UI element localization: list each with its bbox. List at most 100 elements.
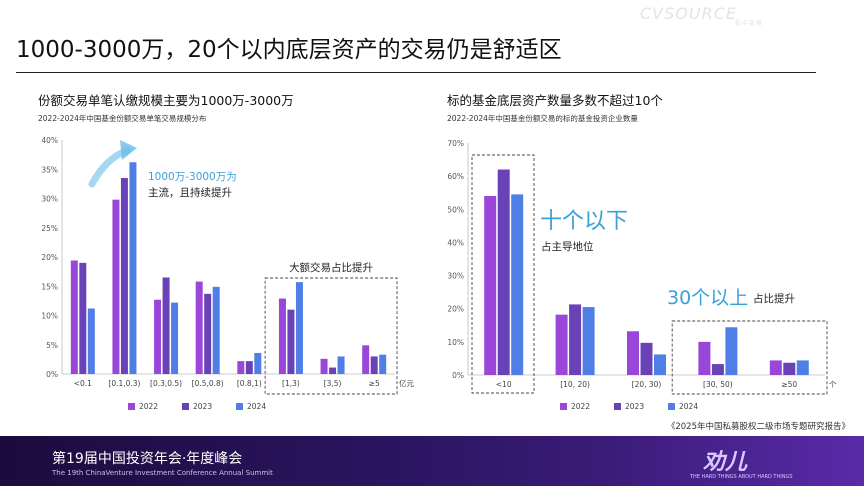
bar-2022: [698, 341, 711, 375]
bar-2024: [337, 356, 345, 374]
bar-2022: [555, 314, 568, 375]
highlight-box: [264, 277, 398, 395]
event-logo-sub: THE HARD THINGS ABOUT HARD THINGS: [690, 474, 793, 480]
y-tick-label: 0%: [452, 371, 464, 380]
y-tick-label: 25%: [41, 224, 58, 233]
annotation-main: 1000万-3000万为: [148, 171, 237, 183]
x-tick-label: [10, 20): [560, 380, 590, 389]
watermark: CVSOURCE: [640, 4, 737, 23]
legend-label-2023: 2023: [625, 402, 644, 411]
x-tick-label: [0.5,0.8): [192, 379, 224, 388]
legend-label-2024: 2024: [679, 402, 698, 411]
legend-label-2024: 2024: [247, 402, 266, 411]
legend-label-2023: 2023: [193, 402, 212, 411]
right-chart-subtitle: 标的基金底层资产数量多数不超过10个: [447, 93, 663, 108]
y-tick-label: 40%: [41, 136, 58, 145]
left-chart-title: 2022-2024年中国基金份额交易单笔交易规模分布: [38, 114, 207, 123]
x-unit-label: 个: [829, 380, 837, 389]
bar-2024: [212, 286, 220, 374]
annotation-box: 大额交易占比提升: [289, 261, 373, 274]
legend-swatch-2022: [560, 403, 567, 410]
legend-swatch-2022: [128, 403, 135, 410]
x-tick-label: ≥50: [781, 380, 797, 389]
highlight-box-right: [671, 320, 828, 395]
bar-2023: [783, 362, 796, 375]
highlight-box-left: [471, 154, 535, 394]
y-tick-label: 30%: [447, 272, 464, 281]
bar-2024: [511, 194, 524, 375]
source-note: 《2025年中国私募股权二级市场专题研究报告》: [666, 422, 850, 432]
legend-swatch-2023: [182, 403, 189, 410]
y-tick-label: 70%: [447, 139, 464, 148]
bar-2023: [287, 309, 295, 374]
bar-2022: [769, 360, 782, 375]
footer-subtitle: The 19th ChinaVenture Investment Confere…: [52, 469, 273, 477]
bar-2023: [245, 361, 253, 374]
bar-2022: [70, 260, 78, 374]
x-tick-label: [30, 50): [703, 380, 733, 389]
bar-2023: [204, 293, 212, 374]
bar-2022: [484, 196, 497, 375]
annotation-main-2: 主流，且持续提升: [148, 186, 232, 199]
bar-2022: [627, 331, 639, 375]
title-divider: [16, 72, 816, 73]
bar-2022: [195, 281, 203, 374]
y-tick-label: 10%: [41, 312, 58, 321]
bar-2023: [497, 169, 510, 375]
y-tick-label: 0%: [46, 370, 58, 379]
x-tick-label: [3,5): [324, 379, 342, 388]
bar-2024: [87, 308, 95, 374]
trend-arrow-head-icon: [120, 140, 137, 160]
y-tick-label: 20%: [41, 253, 58, 262]
annotation-box: 30个以上: [667, 287, 748, 309]
y-tick-label: 15%: [41, 282, 58, 291]
bar-2024: [654, 354, 666, 375]
y-tick-label: 40%: [447, 238, 464, 247]
legend-label-2022: 2022: [571, 402, 590, 411]
y-tick-label: 10%: [447, 338, 464, 347]
footer-banner: [0, 436, 864, 486]
annotation-main-sub: 占主导地位: [541, 240, 594, 253]
right-bar-chart: 0% 10% 20% 30% 40% 50% 60% 70% <10 [10, 20) [20, 3…: [447, 139, 837, 411]
x-tick-label: ≥5: [369, 379, 380, 388]
page-title: 1000-3000万，20个以内底层资产的交易仍是舒适区: [16, 37, 562, 63]
y-tick-label: 35%: [41, 165, 58, 174]
x-unit-label: 亿元: [399, 378, 414, 388]
watermark-sub: 投中数据: [735, 20, 764, 27]
bar-2024: [796, 360, 809, 375]
bar-2023: [329, 367, 337, 374]
x-tick-label: [0.8,1): [237, 379, 262, 388]
bar-2022: [154, 299, 162, 374]
bar-2024: [379, 354, 387, 374]
legend-swatch-2024: [668, 403, 675, 410]
y-tick-label: 5%: [46, 341, 58, 350]
right-chart-title: 2022-2024年中国基金份额交易的标的基金投资企业数量: [447, 114, 638, 123]
bar-2024: [582, 307, 595, 375]
bar-2023: [162, 277, 170, 374]
bar-2024: [254, 352, 262, 374]
footer-title: 第19届中国投资年会·年度峰会: [52, 451, 243, 467]
bar-2023: [569, 304, 582, 375]
y-tick-label: 30%: [41, 195, 58, 204]
y-tick-label: 20%: [447, 305, 464, 314]
y-tick-label: 60%: [447, 172, 464, 181]
bar-2023: [640, 342, 653, 375]
y-tick-label: 50%: [447, 205, 464, 214]
bar-2024: [129, 162, 137, 374]
x-tick-label: [1,3): [282, 379, 300, 388]
annotation-main: 十个以下: [540, 209, 628, 234]
bar-2023: [711, 364, 724, 375]
bar-2022: [362, 345, 370, 374]
x-tick-label: <10: [496, 380, 512, 389]
bar-2024: [295, 282, 303, 374]
x-tick-label: <0.1: [74, 379, 92, 388]
bar-2022: [320, 358, 328, 374]
legend-swatch-2024: [236, 403, 243, 410]
left-chart-subtitle: 份额交易单笔认缴规模主要为1000万-3000万: [38, 93, 294, 108]
annotation-box-sub: 占比提升: [753, 292, 795, 305]
bar-2022: [278, 298, 286, 374]
left-bar-chart: 0% 5% 10% 15% 20% 25% 30% 35% 40% <0.1 [0.1,0.3) [0…: [41, 136, 414, 411]
bar-2024: [171, 302, 179, 374]
x-tick-label: [20, 30): [632, 380, 662, 389]
bar-2023: [120, 178, 128, 374]
